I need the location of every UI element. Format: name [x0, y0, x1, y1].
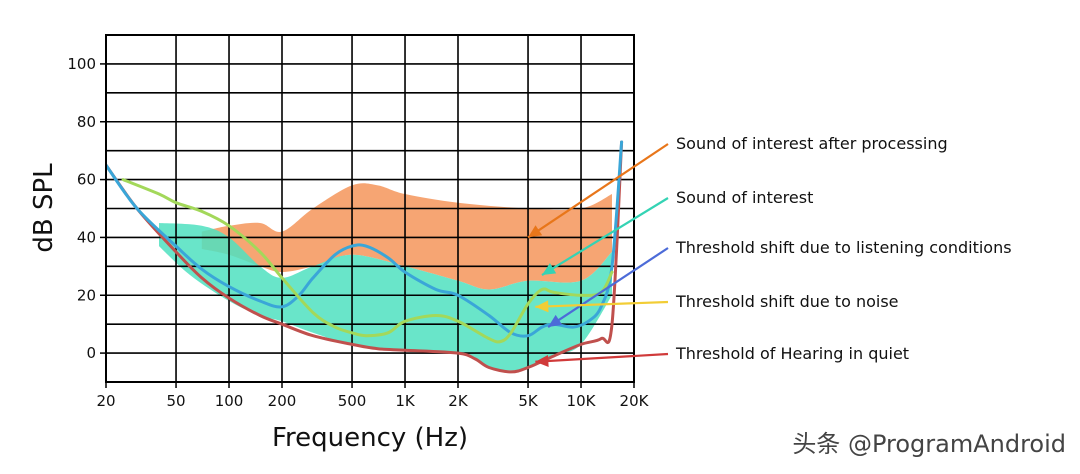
y-tick-label: 100	[67, 55, 96, 73]
annotation-arrow-head	[548, 314, 563, 328]
annotation-threshold-shift-due-to-noise: Threshold shift due to noise	[535, 292, 899, 313]
annotation-arrow-line	[541, 197, 669, 276]
annotation-label: Sound of interest	[676, 188, 813, 207]
y-tick-label: 60	[77, 171, 96, 189]
y-tick-label: 20	[77, 286, 96, 304]
watermark-text: 头条 @ProgramAndroid	[792, 430, 1066, 458]
curve-threshold-shift-due-to-noise	[121, 178, 614, 344]
annotation-threshold-shift-due-to-listening-conditions: Threshold shift due to listening conditi…	[547, 238, 1012, 328]
annotation-arrow-line	[527, 143, 669, 239]
annotation-arrow-head	[535, 355, 549, 367]
annotation-arrow-head	[535, 300, 549, 313]
annotation-arrow-head	[541, 263, 557, 276]
annotation-label: Threshold shift due to listening conditi…	[675, 238, 1012, 257]
x-tick-label: 500	[338, 392, 367, 410]
sound-bands	[159, 183, 613, 371]
x-axis-ticks: 20 50 100 200 500 1K 2K 5K 10K 20K	[96, 382, 650, 410]
annotation-sound-of-interest-after-processing: Sound of interest after processing	[527, 134, 948, 239]
band-sound-of-interest	[159, 223, 612, 371]
annotation-arrow-line	[535, 300, 669, 308]
x-tick-label: 200	[268, 392, 297, 410]
x-tick-label: 20K	[620, 392, 650, 410]
y-axis-ticks: 0 20 40 60 80 100	[67, 55, 106, 362]
threshold-curves	[106, 140, 624, 374]
x-tick-label: 5K	[518, 392, 539, 410]
annotations: Sound of interest after processing Sound …	[527, 134, 1012, 367]
x-tick-label: 10K	[567, 392, 597, 410]
x-tick-label: 50	[166, 392, 185, 410]
y-tick-label: 80	[77, 113, 96, 131]
y-axis-title: dB SPL	[29, 163, 59, 253]
y-tick-label: 40	[77, 228, 96, 246]
curve-threshold-of-hearing-in-quiet	[106, 140, 624, 374]
x-tick-label: 20	[96, 392, 115, 410]
x-axis-title: Frequency (Hz)	[272, 423, 468, 453]
annotation-sound-of-interest: Sound of interest	[541, 188, 813, 276]
x-tick-label: 100	[215, 392, 244, 410]
band-sound-of-interest-after-processing	[201, 183, 613, 290]
plot-frame	[105, 34, 635, 383]
annotation-label: Threshold of Hearing in quiet	[675, 344, 909, 363]
annotation-label: Sound of interest after processing	[676, 134, 948, 153]
y-tick-label: 0	[86, 344, 96, 362]
x-tick-label: 1K	[395, 392, 416, 410]
x-tick-label: 2K	[448, 392, 469, 410]
annotation-label: Threshold shift due to noise	[675, 292, 899, 311]
curve-threshold-shift-due-to-listening-conditions	[106, 140, 624, 338]
annotation-arrow-head	[528, 225, 543, 238]
annotation-threshold-of-hearing-in-quiet: Threshold of Hearing in quiet	[535, 344, 909, 367]
annotation-arrow-line	[535, 352, 669, 363]
annotation-arrow-line	[547, 247, 669, 328]
